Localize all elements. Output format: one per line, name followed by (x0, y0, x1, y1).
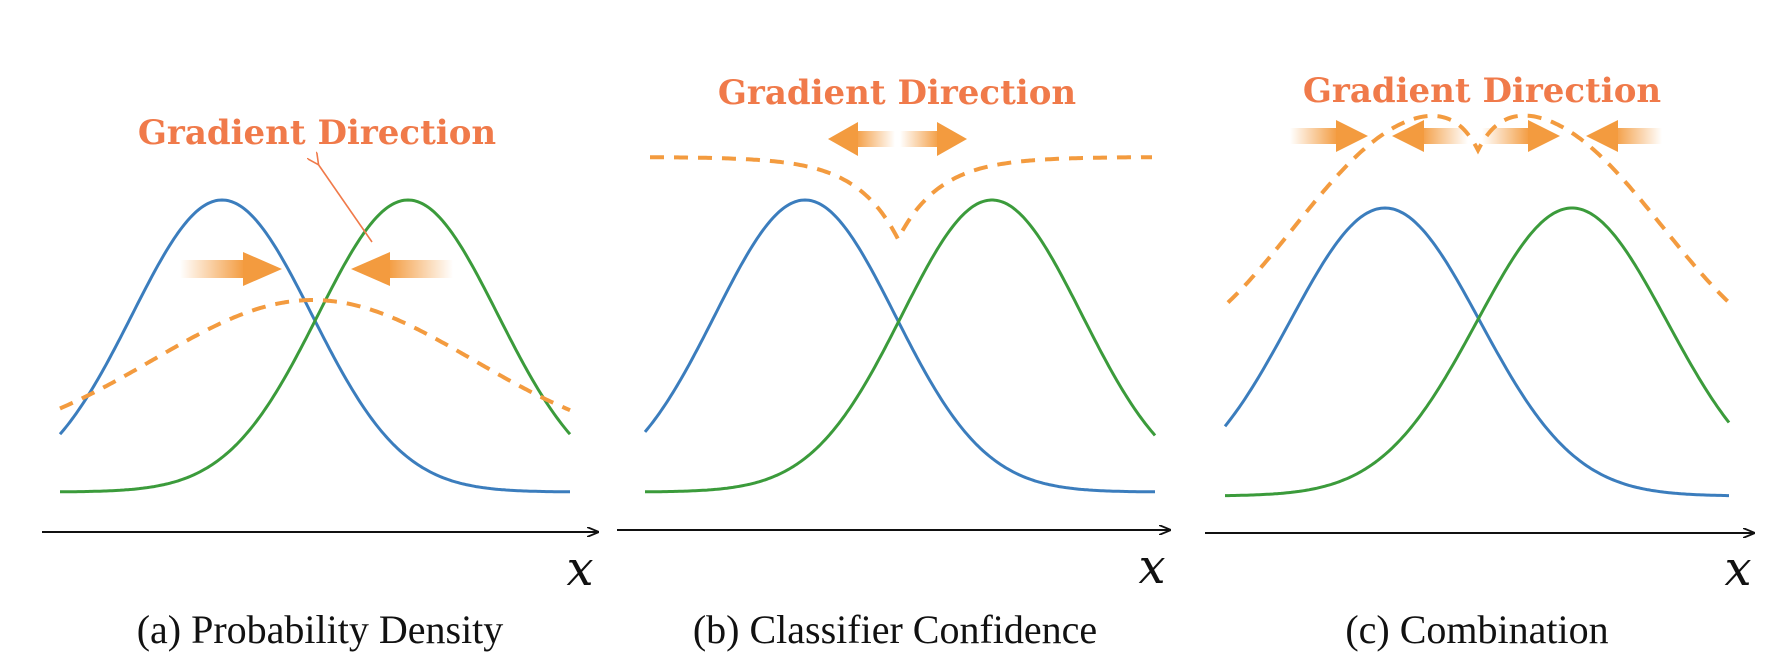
blue-density-curve (58, 198, 570, 494)
x-axis-label: x (1724, 541, 1751, 597)
panel-caption: (a) Probability Density (137, 607, 504, 652)
gradient-arrow-right-icon (1290, 120, 1368, 152)
panel-caption: (b) Classifier Confidence (693, 607, 1097, 652)
gradient-arrow-right-icon (1482, 120, 1560, 152)
x-axis-label: x (1138, 539, 1165, 595)
panel-caption: (c) Combination (1345, 607, 1608, 652)
gradient-direction-label: Gradient Direction (1303, 71, 1661, 111)
panel-b: Gradient Direction x (b) Classifier Conf… (617, 73, 1170, 652)
green-density-curve (60, 198, 572, 494)
blue-density-curve (643, 198, 1155, 494)
gradient-direction-label: Gradient Direction (718, 73, 1076, 113)
gradient-arrow-left-icon (828, 122, 895, 156)
gradient-arrow-right-icon (900, 122, 967, 156)
gradient-arrow-left-icon (1586, 120, 1662, 152)
gradient-arrow-left-icon (1392, 120, 1468, 152)
x-axis-label: x (566, 541, 593, 597)
blue-density-curve (1223, 206, 1729, 498)
gradient-arrow-left-icon (351, 252, 453, 286)
green-density-curve (1225, 206, 1731, 498)
orange-dashed-curve (1226, 113, 1730, 305)
gradient-arrow-right-icon (180, 252, 282, 286)
gradient-direction-label: Gradient Direction (138, 113, 496, 153)
pointer-arrow-icon (318, 164, 373, 243)
green-density-curve (645, 198, 1157, 494)
panel-c: Gradient Direction x (c) Combination (1205, 71, 1754, 652)
orange-dashed-curve (59, 298, 571, 413)
orange-dashed-curve (650, 155, 1152, 244)
panel-a: Gradient Direction x (a) Probability Den… (42, 113, 598, 652)
